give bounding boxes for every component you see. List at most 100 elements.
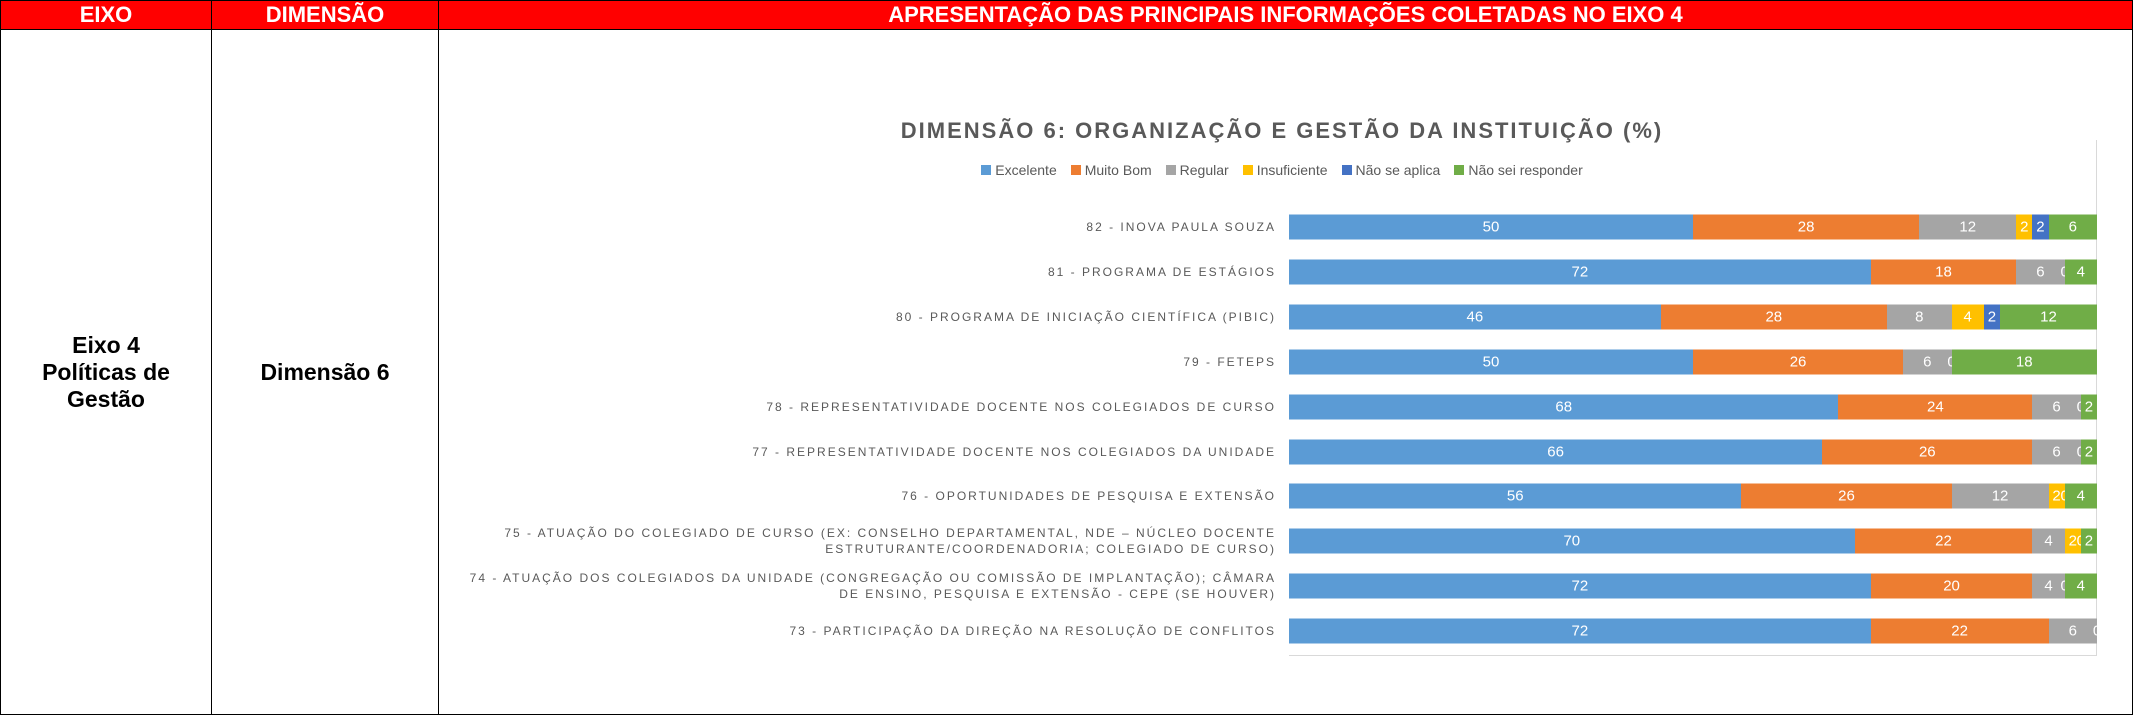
bar-segment [1870,573,2033,599]
bar-segment [1693,214,1920,240]
bar-segment [2064,528,2081,554]
bar-segment [2064,573,2097,599]
value-label: 26 [1838,487,1855,505]
bar-segment [1741,483,1952,509]
value-label: 56 [1506,487,1524,505]
eixo-line: Políticas de Gestão [42,358,170,412]
bar-segment [1289,394,1839,420]
category-label: 76 - OPORTUNIDADES DE PESQUISA E EXTENSÃ… [901,489,1276,504]
bar-segment [1870,259,2017,285]
value-label: 50 [1482,218,1500,236]
bar-segment [2048,483,2065,509]
legend-item: Muito Bom [1070,162,1152,178]
bar-segment [2080,528,2097,554]
legend-label: Não sei responder [1468,162,1583,178]
bar-segment [1289,349,1693,375]
category-label: 78 - REPRESENTATIVIDADE DOCENTE NOS COLE… [766,399,1276,414]
bar-segment [1289,618,1871,644]
bar-segment [2032,528,2065,554]
legend-swatch [981,165,992,175]
value-label: 2 [2020,218,2029,236]
legend-swatch [1454,165,1465,175]
legend-swatch [1070,165,1081,175]
value-label: 20 [1943,577,1960,595]
bar-segment [1951,304,1984,330]
bar-segment [2048,214,2097,240]
bar-segment [1289,304,1661,330]
bar-segment [2064,483,2097,509]
eixo-cell: Eixo 4 Políticas de Gestão [0,29,212,715]
value-label: 6 [2036,263,2045,281]
category-label: 74 - ATUAÇÃO DOS COLEGIADOS DA UNIDADE (… [469,571,1276,602]
value-label: 12 [2040,308,2057,326]
category-label: 80 - PROGRAMA DE INICIAÇÃO CIENTÍFICA (P… [895,309,1276,324]
bar-segment [1289,483,1742,509]
bar-segment [1951,349,2097,375]
value-label: 2 [2084,398,2094,416]
bar-segment [1919,214,2017,240]
value-label: 6 [2068,218,2077,236]
legend-swatch [1242,165,1253,175]
value-label: 12 [1959,218,1977,236]
value-label: 72 [1571,263,1589,281]
value-label: 18 [2015,353,2033,371]
value-label: 28 [1797,218,1815,236]
eixo-line: Eixo 4 [72,331,140,358]
legend-label: Não se aplica [1355,162,1441,178]
legend-item: Não sei responder [1454,162,1583,178]
category-label: 82 - INOVA PAULA SOUZA [1086,220,1276,234]
bar-segment [1289,439,1823,464]
bar-segment [1854,528,2033,554]
category-label: 77 - REPRESENTATIVIDADE DOCENTE NOS COLE… [752,444,1276,459]
bar-segment [2000,304,2097,330]
bar-segment [1660,304,1887,330]
legend: Excelente Muito Bom Regular Insuficiente Não… [700,162,1864,178]
bar-segment [1951,483,2049,509]
legend-swatch [1165,165,1176,175]
bar-segment [1289,259,1871,285]
bar-segment [2064,259,2097,285]
bar-segment [1983,304,2001,330]
bar-segment [1289,528,1855,554]
bar-segment [2080,439,2097,464]
value-label: 68 [1555,398,1573,416]
legend-swatch [1341,165,1352,175]
category-label: 73 - PARTICIPAÇÃO DA DIREÇÃO NA RESOLUÇÃ… [789,624,1276,639]
value-label: 24 [1927,398,1944,416]
legend-item: Não se aplica [1341,162,1441,178]
value-label: 70 [1563,532,1581,550]
value-label: 72 [1571,622,1589,640]
bar-segment [1870,618,2049,644]
value-label: 50 [1482,353,1500,371]
value-label: 22 [1951,622,1968,640]
value-label: 2 [2068,532,2077,550]
value-label: 2 [2052,487,2061,505]
value-label: 26 [1918,443,1936,460]
value-label: 4 [2076,487,2085,505]
value-label: 4 [1963,308,1972,326]
bar-segment [1289,214,1693,240]
bar-segment [1289,573,1871,599]
value-label: 66 [1547,443,1564,460]
bar-segment [2032,214,2049,240]
chart-title: DIMENSÃO 6: ORGANIZAÇÃO E GESTÃO DA INST… [900,118,1664,143]
bar-segment [2032,573,2065,599]
category-label: 75 - ATUAÇÃO DO COLEGIADO DE CURSO (EX: … [504,526,1276,557]
legend-item: Regular [1165,162,1229,178]
bar-segment [1693,349,1904,375]
legend-item: Insuficiente [1242,162,1328,178]
value-label: 6 [2052,398,2061,416]
header-cell: DIMENSÃO [211,0,439,30]
legend-label: Insuficiente [1256,162,1328,178]
value-label: 6 [1923,353,1932,371]
value-label: 8 [1915,308,1924,326]
value-label: 12 [1991,487,2009,505]
legend-label: Regular [1179,162,1229,178]
value-label: 2 [2084,443,2094,460]
dimensao-cell: Dimensão 6 [211,29,439,715]
bar-segment [2032,394,2081,420]
value-label: 4 [2076,263,2085,281]
value-label: 4 [2044,532,2053,550]
value-label: 22 [1935,532,1952,550]
